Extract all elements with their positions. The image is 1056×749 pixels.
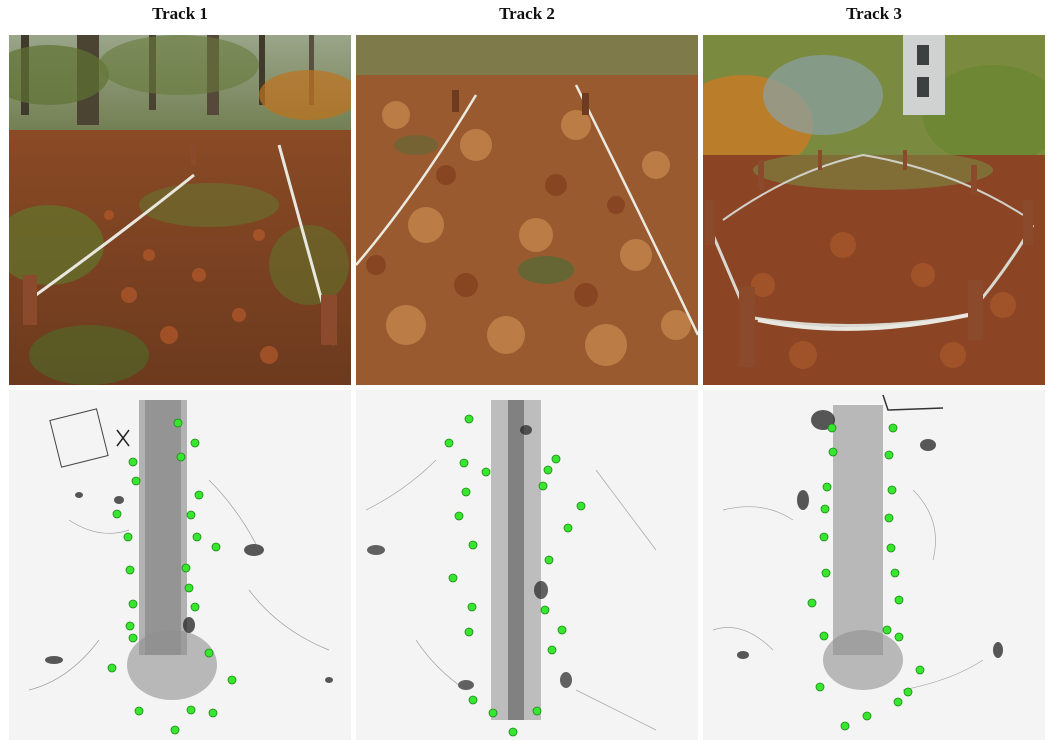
track-3-scan — [703, 390, 1045, 740]
track-2-photo — [356, 35, 698, 385]
track-1-title: Track 1 — [152, 4, 208, 23]
track-2-scan — [356, 390, 698, 740]
track-1-photo — [9, 35, 351, 385]
track-3-photo — [703, 35, 1045, 385]
track-1-scan — [9, 390, 351, 740]
track-2-title: Track 2 — [499, 4, 555, 23]
track-3-title: Track 3 — [846, 4, 902, 23]
